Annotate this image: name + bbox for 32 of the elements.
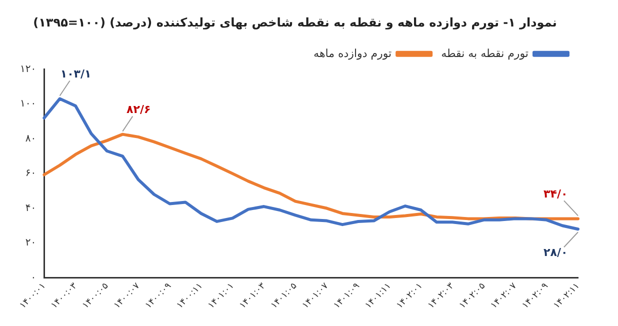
y-tick-label: ۱۲۰ — [20, 64, 36, 75]
y-tick-label: ۰ — [30, 272, 36, 284]
x-tick-label: ۱۴۰۲:۰۳ — [426, 281, 456, 311]
legend-label: تورم نقطه به نقطه — [441, 46, 528, 60]
data-label: ۸۲/۶ — [126, 103, 151, 116]
y-tick-label: ۲۰ — [25, 238, 36, 249]
x-tick-label: ۱۴۰۲:۰۱ — [395, 281, 425, 311]
x-tick-label: ۱۴۰۱:۱۱ — [364, 281, 394, 311]
x-tick-label: ۱۴۰۰:۰۱ — [18, 281, 48, 311]
x-tick-label: ۱۴۰۰:۱۱ — [175, 281, 205, 311]
data-label: ۳۴/۰ — [544, 188, 568, 201]
x-tick-label: ۱۴۰۲:۰۵ — [458, 281, 488, 311]
y-tick-label: ۱۰۰ — [20, 98, 36, 110]
x-tick-label: ۱۴۰۱:۰۹ — [332, 281, 362, 311]
chart-title: نمودار ۱- تورم دوازده ماهه و نقطه به نقطه شاخص بهای تولیدکننده (درصد) (۱۰۰=۱۳۹۵) — [33, 15, 557, 30]
x-tick-label: ۱۴۰۱:۰۷ — [300, 281, 331, 311]
x-tick-label: ۱۴۰۱:۰۵ — [269, 281, 300, 311]
x-tick-label: ۱۴۰۲:۰۹ — [520, 281, 550, 311]
x-tick-label: ۱۴۰۲:۰۷ — [489, 281, 520, 311]
x-tick-label: ۱۴۰۱:۰۳ — [238, 281, 268, 311]
data-label: ۲۸/۰ — [544, 246, 568, 259]
data-label: ۱۰۳/۱ — [60, 68, 92, 81]
y-tick-label: ۸۰ — [25, 133, 36, 144]
x-tick-label: ۱۴۰۰:۰۷ — [112, 281, 142, 311]
x-tick-label: ۱۴۰۲:۱۱ — [552, 281, 582, 311]
y-tick-label: ۶۰ — [25, 168, 36, 180]
legend-label: تورم دوازده ماهه — [314, 46, 392, 60]
x-tick-label: ۱۴۰۱:۰۱ — [206, 281, 236, 311]
x-tick-label: ۱۴۰۰:۰۵ — [80, 281, 111, 311]
x-tick-label: ۱۴۰۰:۰۳ — [50, 281, 80, 311]
y-tick-label: ۴۰ — [25, 202, 36, 214]
x-tick-label: ۱۴۰۰:۰۹ — [144, 281, 174, 311]
